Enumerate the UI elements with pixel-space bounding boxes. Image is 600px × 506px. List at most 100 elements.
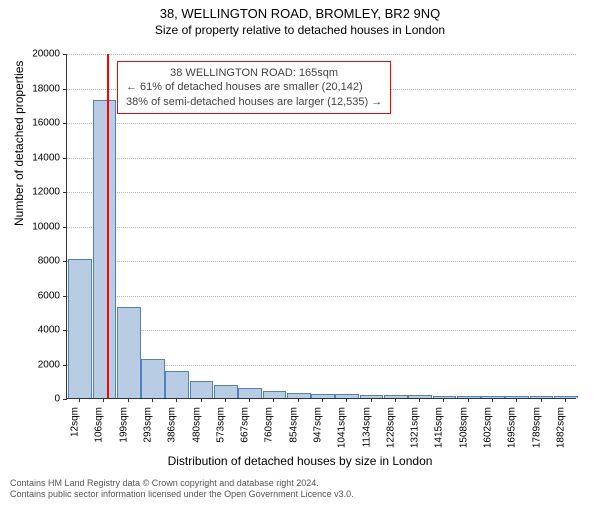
x-tick-label: 199sqm bbox=[118, 407, 129, 457]
x-tick bbox=[395, 398, 396, 402]
y-tick-label: 4000 bbox=[10, 325, 60, 336]
y-tick bbox=[63, 123, 67, 124]
x-tick-label: 1695sqm bbox=[507, 407, 518, 457]
bar bbox=[93, 100, 117, 398]
x-tick-label: 1134sqm bbox=[361, 407, 372, 457]
x-tick-label: 12sqm bbox=[70, 407, 81, 457]
bar bbox=[263, 391, 287, 398]
x-tick bbox=[565, 398, 566, 402]
x-tick-label: 1508sqm bbox=[458, 407, 469, 457]
x-tick-label: 667sqm bbox=[240, 407, 251, 457]
x-tick-label: 1321sqm bbox=[410, 407, 421, 457]
y-tick bbox=[63, 54, 67, 55]
x-tick-label: 1041sqm bbox=[337, 407, 348, 457]
x-tick-label: 1789sqm bbox=[531, 407, 542, 457]
x-tick-label: 293sqm bbox=[143, 407, 154, 457]
x-tick-label: 1882sqm bbox=[555, 407, 566, 457]
y-tick bbox=[63, 365, 67, 366]
bar bbox=[165, 371, 189, 398]
bar bbox=[141, 359, 165, 398]
y-tick bbox=[63, 296, 67, 297]
bar bbox=[311, 394, 335, 398]
gridline bbox=[67, 54, 576, 55]
x-tick bbox=[492, 398, 493, 402]
x-tick bbox=[273, 398, 274, 402]
reference-line bbox=[107, 54, 109, 398]
y-tick-label: 20000 bbox=[10, 49, 60, 60]
gridline bbox=[67, 330, 576, 331]
bar bbox=[384, 395, 408, 398]
x-tick bbox=[152, 398, 153, 402]
bar bbox=[360, 395, 384, 398]
footer-line-1: Contains HM Land Registry data © Crown c… bbox=[10, 478, 354, 489]
bar bbox=[68, 259, 92, 398]
x-tick bbox=[322, 398, 323, 402]
y-tick-label: 14000 bbox=[10, 152, 60, 163]
bar bbox=[214, 385, 238, 398]
y-tick bbox=[63, 158, 67, 159]
bar bbox=[335, 394, 359, 398]
x-tick-label: 1602sqm bbox=[483, 407, 494, 457]
x-tick-label: 760sqm bbox=[264, 407, 275, 457]
gridline bbox=[67, 192, 576, 193]
y-tick bbox=[63, 330, 67, 331]
y-tick bbox=[63, 192, 67, 193]
plot-background: 38 WELLINGTON ROAD: 165sqm← 61% of detac… bbox=[66, 54, 576, 399]
x-tick-label: 1228sqm bbox=[385, 407, 396, 457]
x-tick-label: 854sqm bbox=[288, 407, 299, 457]
page-subtitle: Size of property relative to detached ho… bbox=[0, 23, 600, 37]
x-tick-label: 386sqm bbox=[167, 407, 178, 457]
bar bbox=[554, 396, 578, 398]
x-tick bbox=[541, 398, 542, 402]
gridline bbox=[67, 227, 576, 228]
footer-line-2: Contains public sector information licen… bbox=[10, 489, 354, 500]
y-tick bbox=[63, 399, 67, 400]
x-tick bbox=[128, 398, 129, 402]
y-tick bbox=[63, 261, 67, 262]
gridline bbox=[67, 261, 576, 262]
y-tick-label: 10000 bbox=[10, 221, 60, 232]
annotation-title: 38 WELLINGTON ROAD: 165sqm bbox=[126, 66, 382, 80]
gridline bbox=[67, 296, 576, 297]
y-tick bbox=[63, 89, 67, 90]
annotation-box: 38 WELLINGTON ROAD: 165sqm← 61% of detac… bbox=[117, 61, 391, 114]
x-tick bbox=[103, 398, 104, 402]
gridline bbox=[67, 123, 576, 124]
chart-plot-area: 38 WELLINGTON ROAD: 165sqm← 61% of detac… bbox=[66, 54, 576, 399]
bar bbox=[117, 307, 141, 398]
bar bbox=[530, 396, 554, 398]
x-tick bbox=[371, 398, 372, 402]
bar bbox=[481, 396, 505, 398]
bar bbox=[433, 396, 457, 398]
y-tick-label: 18000 bbox=[10, 83, 60, 94]
y-tick-label: 2000 bbox=[10, 359, 60, 370]
bar bbox=[505, 396, 529, 398]
x-tick bbox=[443, 398, 444, 402]
x-tick bbox=[79, 398, 80, 402]
x-tick-label: 480sqm bbox=[191, 407, 202, 457]
x-tick bbox=[298, 398, 299, 402]
x-tick bbox=[346, 398, 347, 402]
bar bbox=[408, 395, 432, 398]
x-tick bbox=[201, 398, 202, 402]
x-tick bbox=[225, 398, 226, 402]
bar bbox=[190, 381, 214, 398]
x-tick bbox=[419, 398, 420, 402]
y-tick-label: 8000 bbox=[10, 256, 60, 267]
footer-attribution: Contains HM Land Registry data © Crown c… bbox=[10, 478, 354, 500]
x-tick-label: 106sqm bbox=[94, 407, 105, 457]
y-tick-label: 0 bbox=[10, 394, 60, 405]
y-tick-label: 16000 bbox=[10, 118, 60, 129]
x-tick bbox=[249, 398, 250, 402]
bar bbox=[287, 393, 311, 398]
x-tick-label: 1415sqm bbox=[434, 407, 445, 457]
y-tick-label: 6000 bbox=[10, 290, 60, 301]
x-tick-label: 947sqm bbox=[313, 407, 324, 457]
page-title: 38, WELLINGTON ROAD, BROMLEY, BR2 9NQ bbox=[0, 6, 600, 21]
annotation-line-3: 38% of semi-detached houses are larger (… bbox=[126, 95, 382, 109]
bar bbox=[457, 396, 481, 398]
y-tick bbox=[63, 227, 67, 228]
x-tick bbox=[516, 398, 517, 402]
bar bbox=[238, 388, 262, 398]
x-tick-label: 573sqm bbox=[215, 407, 226, 457]
